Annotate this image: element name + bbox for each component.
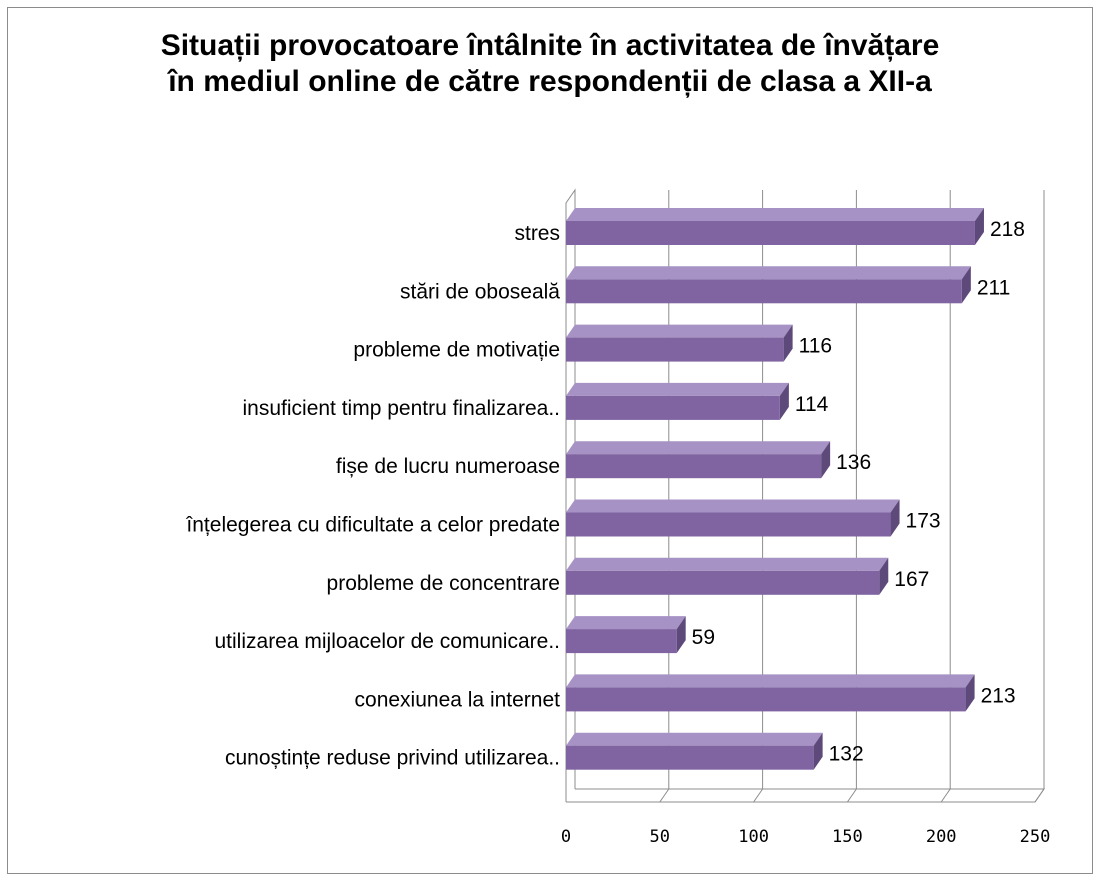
chart-title-line-2: în mediul online de către respondenții d…	[168, 65, 932, 98]
bar-side	[879, 557, 889, 595]
x-tick-label: 100	[738, 827, 769, 847]
bar	[566, 279, 962, 304]
data-label: 211	[977, 276, 1010, 299]
bar-top	[566, 732, 823, 746]
data-label: 173	[906, 510, 941, 533]
category-label: fișe de lucru numeroase	[336, 455, 560, 478]
bar	[566, 221, 975, 245]
category-label: stări de oboseală	[400, 280, 560, 303]
gridline-floor	[846, 788, 857, 803]
floor	[566, 788, 1045, 803]
category-label: insuficient timp pentru finalizarea..	[243, 397, 561, 420]
bar	[566, 629, 677, 654]
bar	[566, 337, 784, 362]
data-label: 116	[799, 335, 832, 358]
bar-top	[566, 499, 900, 513]
bar	[566, 454, 822, 479]
bar	[566, 512, 891, 537]
bar-side	[779, 382, 789, 420]
bar-side	[974, 208, 984, 245]
bar-top	[566, 441, 831, 455]
data-label: 114	[795, 393, 829, 416]
chart-title-line-1: Situații provocatoare întâlnite în activ…	[160, 29, 940, 62]
data-label: 213	[981, 684, 1016, 707]
chart-title: Situații provocatoare întâlnite în activ…	[0, 28, 1100, 100]
data-label: 136	[836, 451, 871, 474]
x-tick-labels: 0 50 100 150 200 250	[561, 827, 1050, 847]
data-label: 132	[829, 743, 864, 766]
bar-side	[813, 732, 823, 770]
bar-top	[566, 324, 793, 338]
gridline-floor	[940, 788, 951, 803]
x-tick-label: 0	[561, 827, 571, 847]
data-label: 218	[990, 218, 1025, 241]
x-tick-label: 150	[832, 827, 863, 847]
x-tick-label: 200	[926, 827, 957, 847]
bar-side	[890, 499, 900, 537]
gridline-floor	[1034, 788, 1045, 803]
category-label: cunoștințe reduse privind utilizarea..	[225, 747, 560, 770]
side-wall	[565, 188, 576, 802]
bar-top	[566, 208, 984, 221]
bar-top	[566, 557, 889, 571]
bar	[566, 745, 814, 770]
bar-top	[566, 266, 971, 280]
data-labels: 218 211 116 114 136 173 167 59 213 132	[692, 218, 1025, 766]
gridline-floor	[659, 788, 670, 803]
category-label: conexiunea la internet	[355, 688, 561, 711]
gridline-floor	[753, 788, 764, 803]
bar-side	[676, 616, 686, 654]
category-label: probleme de motivație	[353, 339, 560, 362]
bar-top	[566, 616, 686, 630]
category-label: utilizarea mijloacelor de comunicare..	[215, 630, 561, 653]
bar-side	[821, 441, 831, 479]
bar-side	[965, 674, 975, 712]
bar-side	[783, 324, 793, 362]
x-tick-label: 50	[650, 827, 670, 847]
category-label: înțelegerea cu dificultate a celor preda…	[185, 514, 560, 537]
bars	[566, 208, 984, 770]
x-tick-label: 250	[1020, 827, 1051, 847]
bar	[566, 687, 966, 712]
data-label: 167	[894, 568, 929, 591]
data-label: 59	[692, 626, 715, 649]
chart-frame	[7, 7, 1093, 874]
bar-top	[566, 674, 975, 688]
bar	[566, 570, 880, 595]
bar	[566, 395, 780, 420]
category-label: probleme de concentrare	[327, 572, 560, 595]
bar-side	[961, 266, 971, 304]
bar-top	[566, 382, 789, 396]
category-label: stres	[514, 222, 560, 245]
category-labels: stres stări de oboseală probleme de motiva…	[185, 222, 560, 770]
